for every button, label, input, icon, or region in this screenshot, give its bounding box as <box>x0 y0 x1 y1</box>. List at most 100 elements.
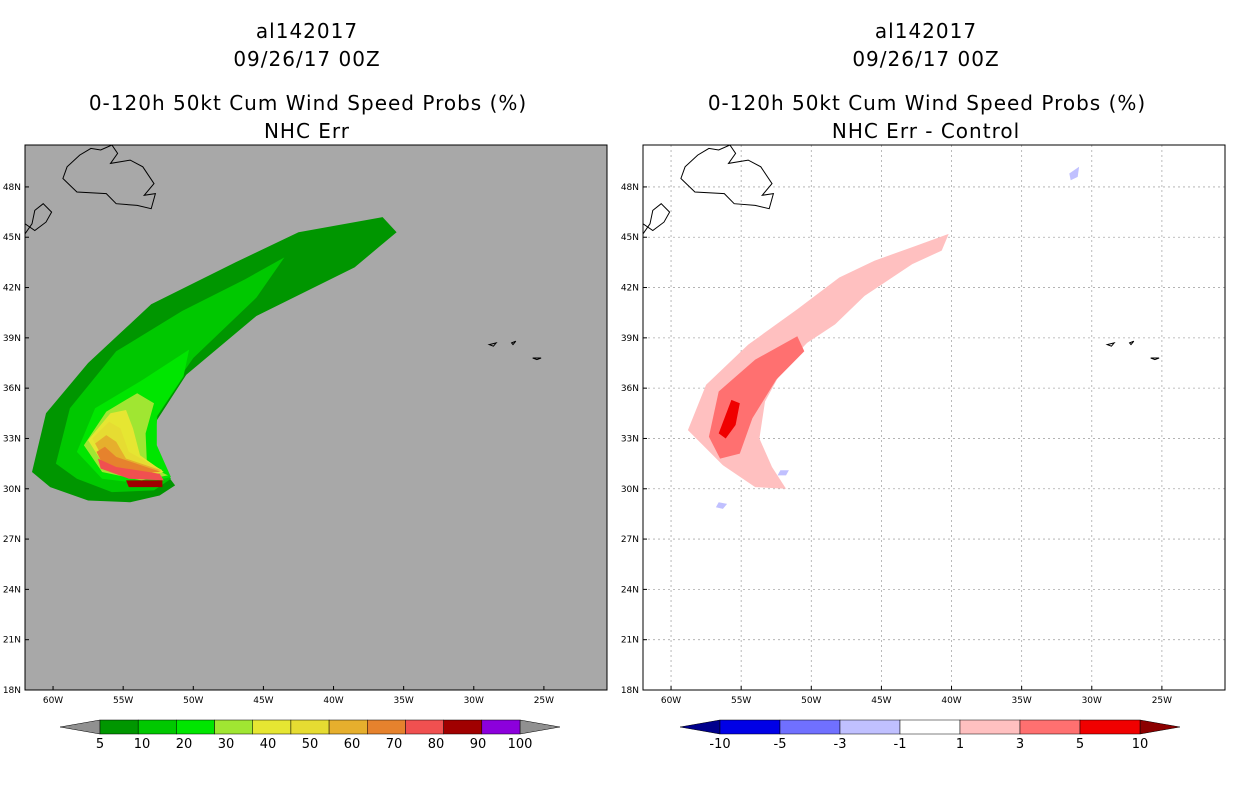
legend-swatch <box>405 719 444 735</box>
coastline <box>510 340 517 346</box>
lat-tick-label: 27N <box>3 535 21 545</box>
lat-tick-label: 42N <box>3 284 21 294</box>
contour-80 <box>97 458 164 481</box>
contour--1 <box>777 470 789 476</box>
map-frame <box>24 144 608 691</box>
lon-tick-label: 35W <box>1011 696 1031 706</box>
lat-tick-label: 48N <box>621 183 639 193</box>
legend-label: 20 <box>176 737 193 752</box>
legend-swatch <box>839 719 901 735</box>
left-subtitle: NHC Err <box>263 119 351 143</box>
legend-label: -3 <box>834 737 847 752</box>
left-storm-id: al142017 <box>255 19 359 43</box>
right-valid-time: 09/26/17 00Z <box>852 47 1000 71</box>
lat-tick-label: 33N <box>3 434 21 444</box>
legend-swatch <box>214 719 253 735</box>
left-colorbar-legend: 5 10 20 30 40 50 60 70 80 90 100 <box>59 719 561 752</box>
lat-tick-label: 21N <box>621 636 639 646</box>
legend-label: 30 <box>218 737 235 752</box>
coastline <box>680 145 775 210</box>
lon-tick-label: 60W <box>43 696 63 706</box>
right-storm-id: al142017 <box>874 19 978 43</box>
legend-arrow-left <box>679 719 721 735</box>
lat-tick-label: 24N <box>621 585 639 595</box>
coastline <box>1105 342 1116 347</box>
legend-swatch <box>959 719 1021 735</box>
lon-tick-label: 50W <box>183 696 203 706</box>
lon-tick-label: 30W <box>464 696 484 706</box>
right-product-title: 0-120h 50kt Cum Wind Speed Probs (%) <box>707 91 1147 115</box>
left-probability-map: 48N 45N 42N 39N 36N 33N 30N 27N 24N 21N 18N 60W 55W 5… <box>3 144 608 706</box>
coastline <box>643 203 671 235</box>
legend-swatch <box>290 719 330 735</box>
legend-arrow-left <box>59 719 101 735</box>
legend-label: 10 <box>1132 737 1149 752</box>
contour-5 <box>718 399 740 439</box>
lon-tick-label: 40W <box>941 696 961 706</box>
lon-tick-label: 60W <box>661 696 681 706</box>
coastline <box>25 203 53 235</box>
right-colorbar-legend: -10 -5 -3 -1 1 3 5 10 <box>679 719 1181 752</box>
legend-swatch <box>899 719 961 735</box>
left-valid-time: 09/26/17 00Z <box>233 47 381 71</box>
lat-tick-label: 36N <box>3 384 21 394</box>
legend-arrow-right <box>1139 719 1181 735</box>
legend-arrow-right <box>519 719 561 735</box>
coastline <box>1150 357 1160 361</box>
lat-tick-label: 18N <box>621 686 639 696</box>
lon-tick-label: 45W <box>871 696 891 706</box>
lon-tick-label: 40W <box>323 696 343 706</box>
lat-tick-label: 45N <box>3 233 21 243</box>
legend-swatch <box>137 719 177 735</box>
contour-1 <box>687 233 949 489</box>
legend-label: 10 <box>134 737 151 752</box>
lat-tick-label: 18N <box>3 686 21 696</box>
legend-label: 5 <box>1076 737 1084 752</box>
lat-tick-label: 21N <box>3 636 21 646</box>
right-subtitle: NHC Err - Control <box>831 119 1021 143</box>
coastline <box>532 357 542 361</box>
lon-tick-label: 50W <box>801 696 821 706</box>
legend-swatch <box>481 719 521 735</box>
map-frame <box>642 144 1226 691</box>
legend-label: 50 <box>302 737 319 752</box>
lon-tick-label: 25W <box>534 696 554 706</box>
lat-tick-label: 39N <box>3 334 21 344</box>
lat-tick-label: 27N <box>621 535 639 545</box>
legend-swatch <box>443 719 483 735</box>
left-product-title: 0-120h 50kt Cum Wind Speed Probs (%) <box>88 91 528 115</box>
lat-tick-label: 30N <box>621 485 639 495</box>
legend-label: 3 <box>1016 737 1024 752</box>
legend-label: 60 <box>344 737 361 752</box>
lon-tick-label: 55W <box>731 696 751 706</box>
coastline <box>1128 340 1135 346</box>
contour-60 <box>95 435 161 476</box>
legend-swatch <box>719 719 781 735</box>
legend-swatch <box>1019 719 1081 735</box>
legend-label: 80 <box>428 737 445 752</box>
lat-tick-label: 33N <box>621 434 639 444</box>
legend-label: -5 <box>774 737 787 752</box>
legend-label: 40 <box>260 737 277 752</box>
right-difference-map: 48N 45N 42N 39N 36N 33N 30N 27N 24N 21N 18N 60W 55W 5… <box>621 144 1226 706</box>
lon-tick-label: 25W <box>1152 696 1172 706</box>
lon-tick-label: 45W <box>253 696 273 706</box>
legend-label: -10 <box>709 737 730 752</box>
lat-tick-label: 39N <box>621 334 639 344</box>
lat-tick-label: 45N <box>621 233 639 243</box>
coastline <box>487 342 498 347</box>
legend-swatch <box>1079 719 1141 735</box>
coastline <box>62 145 157 210</box>
legend-label: 5 <box>96 737 104 752</box>
legend-swatch <box>176 719 215 735</box>
lon-tick-label: 55W <box>113 696 133 706</box>
legend-swatch <box>99 719 139 735</box>
legend-label: 90 <box>470 737 487 752</box>
legend-label: 70 <box>386 737 403 752</box>
contour-90 <box>126 480 163 488</box>
legend-swatch <box>252 719 292 735</box>
legend-label: -1 <box>894 737 907 752</box>
legend-swatch <box>779 719 841 735</box>
contour--1 <box>715 502 728 509</box>
lat-tick-label: 36N <box>621 384 639 394</box>
